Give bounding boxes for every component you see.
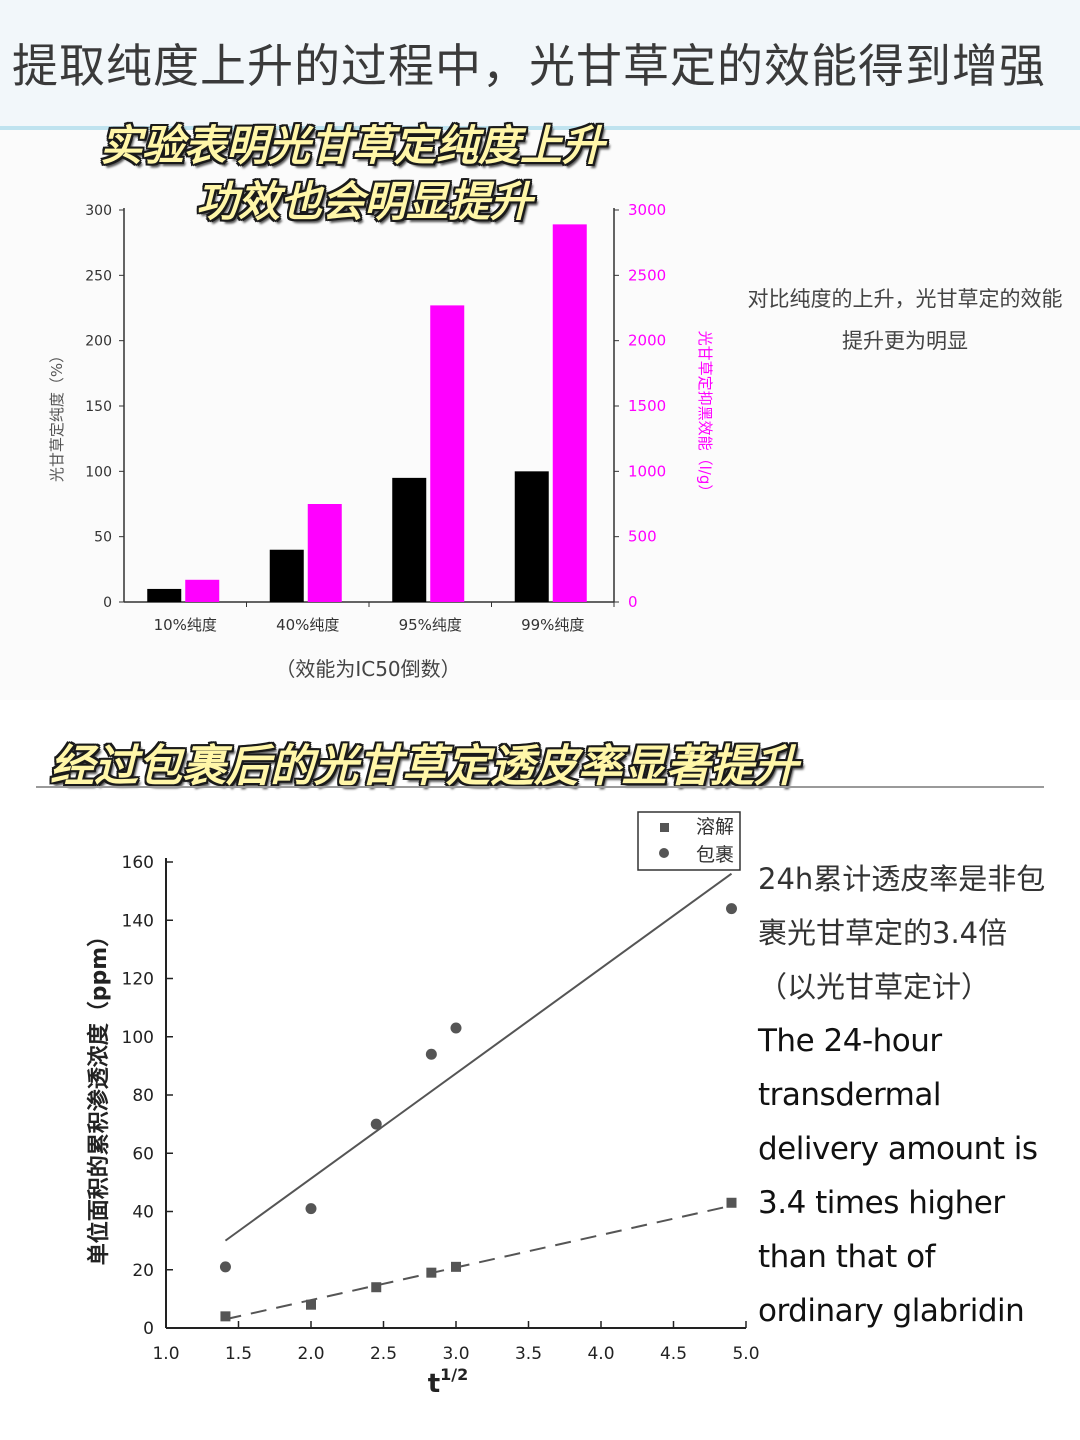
point-dissolved xyxy=(306,1299,316,1310)
bar-purity xyxy=(269,549,304,602)
y-tick-label-left: 150 xyxy=(85,399,112,415)
y-tick-label-right: 0 xyxy=(628,593,638,611)
x-tick-label: 2.0 xyxy=(297,1344,324,1364)
fit-line-dissolved xyxy=(225,1204,732,1321)
y-tick-label-left: 0 xyxy=(103,595,112,611)
x-tick-label: 1.5 xyxy=(225,1344,252,1364)
y-tick-label-right: 1000 xyxy=(628,462,666,480)
x-axis-label: （效能为IC50倒数） xyxy=(275,657,460,681)
y-axis-label-right: 光甘草定抑黑效能（l/g） xyxy=(696,331,714,500)
y-tick-label: 80 xyxy=(132,1086,154,1106)
y-tick-label: 120 xyxy=(122,970,154,990)
headline-1-line2: 功效也会明显提升 xyxy=(196,177,533,226)
y-tick-label-right: 2500 xyxy=(628,266,666,284)
point-wrapped xyxy=(450,1022,462,1034)
bar-efficacy xyxy=(552,224,587,602)
legend-box xyxy=(637,811,741,871)
point-wrapped xyxy=(219,1261,231,1273)
x-tick-label: 99%纯度 xyxy=(521,616,584,634)
point-dissolved xyxy=(220,1311,231,1322)
bar-purity xyxy=(514,471,549,602)
point-dissolved xyxy=(371,1282,382,1293)
y-tick-label-left: 200 xyxy=(85,334,112,350)
point-wrapped xyxy=(726,903,737,915)
x-tick-label: 40%纯度 xyxy=(276,616,339,634)
legend-label-wrapped: 包裹 xyxy=(696,844,734,866)
legend: 溶解 包裹 xyxy=(637,811,741,871)
page-title: 提取纯度上升的过程中，光甘草定的效能得到增强 xyxy=(12,39,1046,93)
bar-chart-panel xyxy=(0,130,1080,700)
delivery-note-cn: 24h累计透皮率是非包裹光甘草定的3.4倍（以光甘草定计） xyxy=(758,862,1046,1004)
y-tick-label: 0 xyxy=(143,1319,154,1339)
x-tick-label: 2.5 xyxy=(370,1344,397,1364)
legend-label-dissolved: 溶解 xyxy=(696,816,734,838)
point-wrapped xyxy=(305,1203,317,1215)
title-rule xyxy=(0,126,1080,130)
y-tick-label: 20 xyxy=(132,1261,154,1281)
y-axis-label: 单位面积的累积渗透浓度（ppm） xyxy=(86,925,112,1265)
bar-efficacy xyxy=(185,579,220,602)
x-tick-label: 3.0 xyxy=(442,1344,469,1364)
y-tick-label: 140 xyxy=(122,911,154,931)
point-dissolved xyxy=(726,1197,737,1208)
bar-efficacy xyxy=(430,305,465,602)
x-tick-label: 5.0 xyxy=(732,1344,759,1364)
x-tick-label: 10%纯度 xyxy=(154,616,217,634)
point-dissolved xyxy=(426,1267,437,1278)
y-tick-label: 100 xyxy=(122,1028,154,1048)
x-tick-label: 1.0 xyxy=(152,1344,179,1364)
point-wrapped xyxy=(425,1048,437,1060)
y-tick-label-right: 1500 xyxy=(628,397,666,415)
x-axis-label: t1/2 xyxy=(428,1365,469,1399)
y-tick-label: 60 xyxy=(132,1144,154,1164)
x-tick-label: 3.5 xyxy=(515,1344,542,1364)
delivery-note-en: The 24-hour transdermal delivery amount … xyxy=(758,1023,1038,1329)
bar-purity xyxy=(147,588,182,602)
legend-marker-square xyxy=(660,823,669,832)
y-tick-label: 40 xyxy=(132,1203,154,1223)
y-tick-label: 160 xyxy=(122,853,154,873)
y-tick-label-right: 2000 xyxy=(628,332,666,350)
y-tick-label-left: 300 xyxy=(85,203,112,219)
headline-1-line1: 实验表明光甘草定纯度上升 xyxy=(100,121,605,170)
section-divider xyxy=(36,786,1044,788)
y-tick-label-right: 3000 xyxy=(628,201,666,219)
x-tick-label: 4.0 xyxy=(587,1344,614,1364)
y-tick-label-left: 100 xyxy=(85,464,112,480)
y-tick-label-left: 50 xyxy=(94,530,112,546)
point-wrapped xyxy=(370,1118,382,1130)
y-tick-label-left: 250 xyxy=(85,268,112,284)
bar-chart: 0501001502002503000500100015002000250030… xyxy=(48,201,714,681)
y-tick-label-right: 500 xyxy=(628,528,657,546)
x-tick-label: 95%纯度 xyxy=(399,616,462,634)
bar-efficacy xyxy=(307,504,342,602)
scatter-chart: 0 20 40 60 80 100 120 140 160 1.0 1.5 2.0 2.5 3.0 3.5 4… xyxy=(86,811,760,1399)
headline-2: 经过包裹后的光甘草定透皮率显著提升 xyxy=(50,741,798,792)
title-band xyxy=(0,0,1080,128)
legend-marker-circle xyxy=(659,848,669,858)
purity-note: 对比纯度的上升，光甘草定的效能提升更为明显 xyxy=(747,287,1063,353)
bar-purity xyxy=(392,477,427,602)
fit-line-wrapped xyxy=(224,872,733,1242)
x-tick-label: 4.5 xyxy=(660,1344,687,1364)
y-axis-label-left: 光甘草定纯度（%） xyxy=(48,348,66,482)
point-dissolved xyxy=(451,1261,461,1272)
